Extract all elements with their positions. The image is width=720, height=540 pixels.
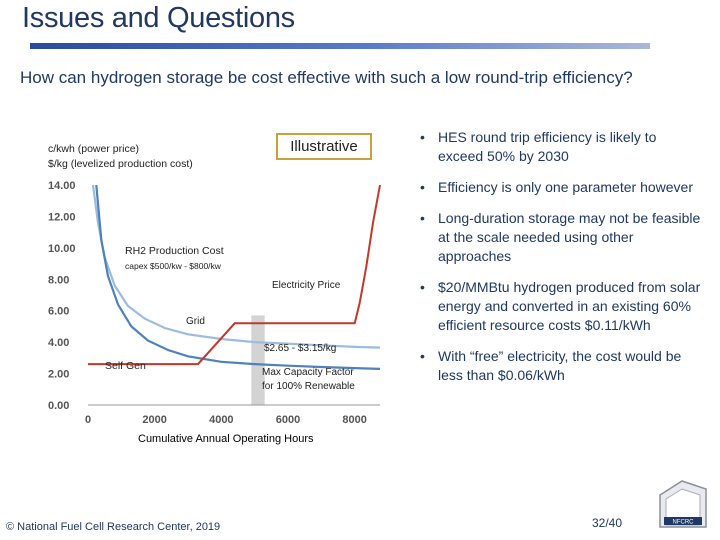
max-capacity-band	[251, 315, 265, 405]
copyright-symbol: ©	[6, 521, 15, 533]
max-cf-label-line2: for 100% Renewable	[262, 381, 355, 392]
grid-label: Grid	[186, 316, 205, 327]
y-tick-label: 4.00	[48, 337, 69, 349]
electricity-price-label: Electricity Price	[272, 280, 341, 291]
y-tick-label: 0.00	[48, 400, 69, 412]
bullet-text: Efficiency is only one parameter however	[438, 179, 693, 195]
x-tick-label: 6000	[276, 414, 300, 426]
x-tick-label: 2000	[142, 414, 166, 426]
bullet-dot: •	[420, 179, 425, 195]
rh2-label: RH2 Production Cost	[125, 245, 224, 257]
x-tick-label: 0	[85, 414, 91, 426]
y-tick-label: 10.00	[48, 243, 76, 255]
bullet-dot: •	[420, 210, 425, 226]
bullet-dot: •	[420, 279, 425, 295]
y-tick-label: 12.00	[48, 211, 76, 223]
cost-chart: 0.00 2.00 4.00 6.00 8.00 10.00 12.00 14.00 0 2000…	[48, 180, 381, 426]
bullet-text: Long-duration storage may not be feasibl…	[438, 210, 701, 264]
x-axis-label: Cumulative Annual Operating Hours	[138, 433, 314, 445]
bullet-text: HES round trip efficiency is likely to e…	[438, 129, 657, 164]
bullet-item: • HES round trip efficiency is likely to …	[420, 128, 705, 166]
ylabel-line-1: c/kwh (power price)	[48, 143, 140, 155]
page-number: 32/40	[592, 516, 623, 530]
bullet-dot: •	[420, 348, 425, 364]
bullet-item: • Long-duration storage may not be feasib…	[420, 209, 705, 266]
bullet-list: • HES round trip efficiency is likely to …	[420, 128, 705, 397]
ylabel-line-2: $/kg (levelized production cost)	[48, 158, 193, 170]
max-cf-label-line1: Max Capacity Factor	[262, 367, 354, 378]
footer-text: National Fuel Cell Research Center, 2019	[17, 521, 221, 533]
page-title: Issues and Questions	[22, 2, 295, 34]
nfcrc-logo: NFCRC	[659, 480, 707, 528]
x-tick-label: 8000	[342, 414, 366, 426]
self-gen-label: Self Gen	[105, 360, 146, 372]
slide-question: How can hydrogen storage be cost effecti…	[20, 68, 633, 87]
y-tick-label: 6.00	[48, 306, 69, 318]
x-tick-label: 4000	[209, 414, 233, 426]
bullet-text: With “free” electricity, the cost would …	[438, 348, 682, 383]
price-range-label: $2.65 - $3.15/kg	[264, 343, 336, 354]
bullet-item: • With “free” electricity, the cost would…	[420, 347, 705, 385]
y-tick-label: 8.00	[48, 274, 69, 286]
self-gen-line	[95, 184, 381, 370]
bullet-item: • Efficiency is only one parameter howeve…	[420, 178, 705, 197]
y-tick-label: 14.00	[48, 180, 76, 192]
illustrative-badge: Illustrative	[276, 133, 372, 160]
bullet-item: • $20/MMBtu hydrogen produced from solar …	[420, 278, 705, 335]
bullet-dot: •	[420, 129, 425, 145]
title-underline	[30, 43, 650, 49]
capex-label: capex $500/kw - $800/kw	[125, 261, 222, 271]
footer-credit: © National Fuel Cell Research Center, 20…	[6, 521, 220, 533]
bullet-text: $20/MMBtu hydrogen produced from solar e…	[438, 279, 701, 333]
electricity-price-line	[88, 184, 381, 366]
y-tick-label: 2.00	[48, 369, 69, 381]
logo-text: NFCRC	[673, 520, 695, 526]
